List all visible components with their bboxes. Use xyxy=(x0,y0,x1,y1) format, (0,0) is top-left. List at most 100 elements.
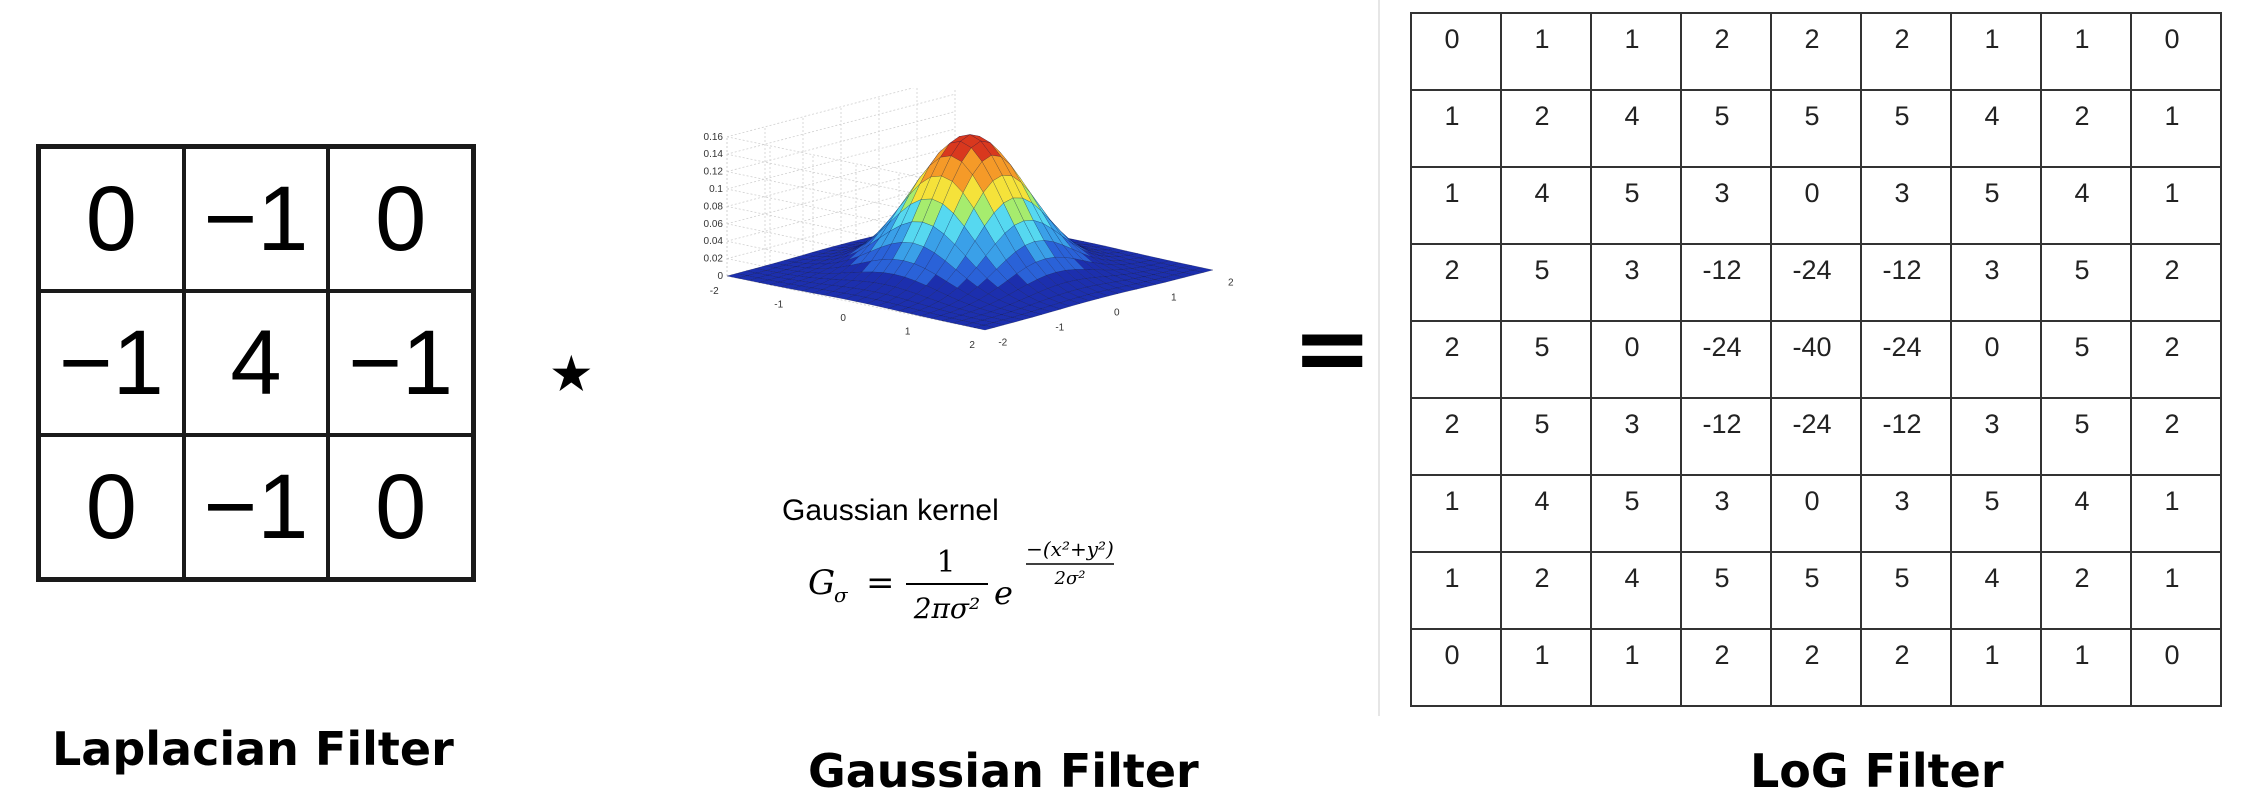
gaussian-kernel-formula: G σ = 1 2πσ² e −(x²+y²) 2σ² xyxy=(808,534,1188,624)
log-cell: 4 xyxy=(1950,89,2042,168)
formula-lhs-subscript: σ xyxy=(834,583,849,607)
laplacian-cell: 4 xyxy=(183,291,329,435)
log-matrix: 0 1 1 2 2 2 1 1 0 1 2 4 5 5 5 4 2 1 1 4 5 3 0 3 5 4 1 2 5 3 -12 -24 -12 3… xyxy=(1410,12,2222,707)
formula-denominator: 2πσ² xyxy=(913,592,981,624)
gaussian-title: Gaussian Filter xyxy=(808,744,1199,798)
log-cell: 5 xyxy=(2040,397,2132,476)
grid-line xyxy=(726,88,915,138)
log-cell: -12 xyxy=(1680,397,1772,476)
log-cell: 5 xyxy=(1950,474,2042,553)
right-axis-tick-label: -1 xyxy=(774,300,783,311)
left-axis-tick-label: -2 xyxy=(998,337,1007,348)
log-cell: 0 xyxy=(1590,320,1682,399)
laplacian-title: Laplacian Filter xyxy=(52,722,454,776)
log-cell: -12 xyxy=(1860,397,1952,476)
log-cell: 5 xyxy=(1860,551,1952,630)
log-cell: 3 xyxy=(1590,243,1682,322)
log-cell: 3 xyxy=(1950,243,2042,322)
log-cell: 4 xyxy=(1590,89,1682,168)
formula-base: e xyxy=(994,574,1013,612)
z-tick-label: 0.06 xyxy=(704,219,724,230)
log-cell: 0 xyxy=(1770,474,1862,553)
log-title: LoG Filter xyxy=(1750,744,2004,798)
axis-tick-labels: 0.16 0.14 0.12 0.1 0.08 0.06 0.04 0.02 0 2 1 0 -1 -2 -… xyxy=(704,132,1234,351)
log-cell: 4 xyxy=(2040,166,2132,245)
log-cell: 1 xyxy=(1410,551,1502,630)
log-cell: 2 xyxy=(1410,320,1502,399)
log-cell: 0 xyxy=(1410,628,1502,707)
gaussian-surface-svg: 0.16 0.14 0.12 0.1 0.08 0.06 0.04 0.02 0 2 1 0 -1 -2 -… xyxy=(704,88,1234,351)
log-cell: 1 xyxy=(1500,628,1592,707)
divider xyxy=(1378,0,1380,716)
grid-line xyxy=(726,128,956,190)
log-cell: 4 xyxy=(1950,551,2042,630)
log-cell: -40 xyxy=(1770,320,1862,399)
log-cell: 1 xyxy=(1410,89,1502,168)
log-cell: 2 xyxy=(1410,243,1502,322)
log-cell: 2 xyxy=(1770,12,1862,91)
right-axis-tick-label: -2 xyxy=(710,286,719,297)
formula-exponent-numerator: −(x²+y²) xyxy=(1026,537,1114,561)
log-cell: 4 xyxy=(1500,166,1592,245)
laplacian-cell: 0 xyxy=(39,435,184,579)
log-cell: -24 xyxy=(1860,320,1952,399)
log-cell: 3 xyxy=(1950,397,2042,476)
log-cell: 3 xyxy=(1680,474,1772,553)
laplacian-cell: 0 xyxy=(328,435,473,579)
log-cell: 1 xyxy=(2040,628,2132,707)
laplacian-cell: −1 xyxy=(328,291,473,435)
log-cell: 1 xyxy=(1410,166,1502,245)
log-cell: 5 xyxy=(1500,397,1592,476)
z-tick-label: 0.08 xyxy=(704,201,724,212)
log-cell: 4 xyxy=(2040,474,2132,553)
log-cell: 3 xyxy=(1860,474,1952,553)
convolution-operator: ⋆ xyxy=(540,313,603,430)
log-cell: 5 xyxy=(1500,243,1592,322)
log-cell: -24 xyxy=(1680,320,1772,399)
log-cell: 5 xyxy=(1590,474,1682,553)
laplacian-cell: 0 xyxy=(39,147,184,291)
log-cell: 2 xyxy=(2040,551,2132,630)
z-tick-label: 0.02 xyxy=(704,254,724,265)
log-cell: 2 xyxy=(1500,551,1592,630)
surface-patch xyxy=(974,324,995,331)
z-tick-label: 0.12 xyxy=(704,167,724,178)
z-tick-label: 0.1 xyxy=(709,184,723,195)
log-cell: 3 xyxy=(1590,397,1682,476)
z-tick-label: 0 xyxy=(717,271,723,282)
log-cell: 0 xyxy=(2130,628,2222,707)
log-cell: 5 xyxy=(1680,89,1772,168)
log-cell: 2 xyxy=(2130,320,2222,399)
laplacian-cell: −1 xyxy=(183,147,329,291)
left-axis-tick-label: 0 xyxy=(1114,307,1120,318)
log-cell: -12 xyxy=(1680,243,1772,322)
formula-lhs: G xyxy=(808,563,835,603)
laplacian-matrix: 0 −1 0 −1 4 −1 0 −1 0 xyxy=(36,144,476,582)
log-cell: -24 xyxy=(1770,397,1862,476)
left-axis-tick-label: 1 xyxy=(1171,292,1177,303)
left-axis-tick-label: 2 xyxy=(1228,277,1234,288)
log-cell: 5 xyxy=(2040,320,2132,399)
log-cell: 2 xyxy=(1860,12,1952,91)
log-cell: 1 xyxy=(2040,12,2132,91)
laplacian-cell: −1 xyxy=(39,291,184,435)
log-cell: 1 xyxy=(1950,628,2042,707)
left-axis-tick-label: -1 xyxy=(1055,322,1064,333)
log-cell: 2 xyxy=(2130,243,2222,322)
log-cell: 4 xyxy=(1590,551,1682,630)
log-cell: 1 xyxy=(2130,166,2222,245)
formula-equals: = xyxy=(866,563,895,603)
log-row: 2 5 3 -12 -24 -12 3 5 2 xyxy=(1410,243,2222,322)
log-cell: 2 xyxy=(1410,397,1502,476)
log-cell: 3 xyxy=(1860,166,1952,245)
log-cell: 0 xyxy=(1410,12,1502,91)
equals-operator: = xyxy=(1292,292,1373,404)
log-row: 2 5 0 -24 -40 -24 0 5 2 xyxy=(1410,320,2222,399)
log-cell: 2 xyxy=(1680,628,1772,707)
log-cell: 2 xyxy=(1500,89,1592,168)
log-cell: -12 xyxy=(1860,243,1952,322)
log-cell: 5 xyxy=(1860,89,1952,168)
